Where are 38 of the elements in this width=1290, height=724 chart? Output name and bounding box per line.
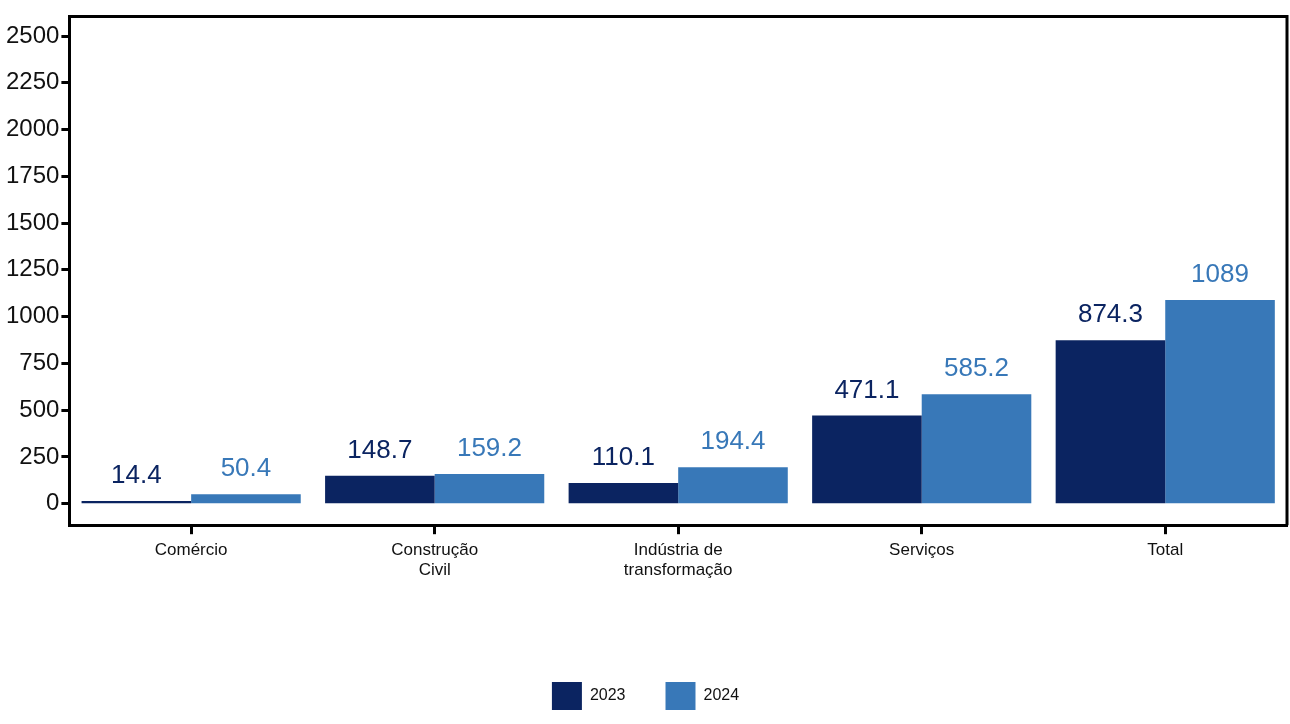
data-label: 110.1 xyxy=(591,441,655,472)
y-tick-label: 500 xyxy=(19,394,60,422)
bar xyxy=(325,475,435,504)
legend-label: 2024 xyxy=(703,686,740,704)
data-label: 471.1 xyxy=(834,373,900,404)
y-tick-label: 250 xyxy=(19,441,60,469)
y-tick-label: 1500 xyxy=(6,207,60,235)
data-label: 874.3 xyxy=(1077,298,1143,329)
x-tick-label: Comércio xyxy=(154,540,228,560)
data-label: 159.2 xyxy=(456,432,522,463)
bar xyxy=(568,483,679,504)
data-label: 585.2 xyxy=(943,352,1010,383)
bar xyxy=(678,467,788,504)
y-tick-label: 1250 xyxy=(6,254,60,282)
bar xyxy=(81,501,192,504)
x-tick-label: Construção Civil xyxy=(391,540,479,580)
y-tick-label: 1000 xyxy=(6,301,60,329)
x-tick-label: Indústria de transformação xyxy=(623,540,733,580)
data-label: 148.7 xyxy=(347,434,413,465)
data-label: 1089 xyxy=(1191,258,1249,289)
y-tick-label: 2000 xyxy=(6,114,60,142)
y-tick-label: 750 xyxy=(19,348,60,376)
bar xyxy=(812,415,922,504)
bar xyxy=(434,473,545,504)
bar xyxy=(921,394,1032,504)
legend-label: 2023 xyxy=(589,686,626,704)
data-label: 50.4 xyxy=(220,452,272,483)
x-tick-label: Total xyxy=(1147,540,1184,560)
data-label: 14.4 xyxy=(111,459,162,490)
y-tick-label: 2500 xyxy=(6,20,60,48)
y-tick-label: 2250 xyxy=(6,67,60,95)
bar xyxy=(1055,340,1166,504)
bar xyxy=(1165,299,1275,504)
x-tick-label: Serviços xyxy=(889,540,955,560)
y-tick-label: 0 xyxy=(46,488,60,516)
bar xyxy=(191,494,301,504)
y-tick-label: 1750 xyxy=(6,160,60,188)
data-label: 194.4 xyxy=(700,425,766,456)
